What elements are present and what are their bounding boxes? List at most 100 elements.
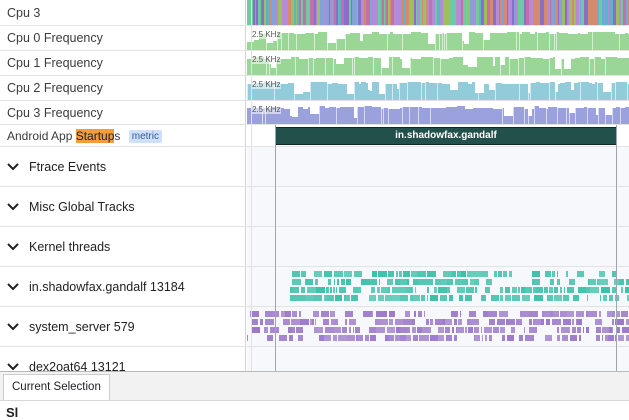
trace-slice: [568, 0, 569, 25]
trace-slice: [540, 83, 549, 100]
trace-slice: [530, 0, 533, 25]
startup-slice[interactable]: in.shadowfax.gandalf: [275, 127, 617, 145]
group-kernel-threads[interactable]: Kernel threads: [0, 227, 629, 267]
trace-slice: [428, 0, 429, 25]
trace-slice: [395, 279, 400, 285]
cpu3-slices[interactable]: [247, 0, 629, 25]
trace-slice: [413, 295, 420, 301]
trace-slice: [503, 271, 507, 277]
trace-slice: [396, 271, 398, 277]
trace-slice: [379, 279, 380, 285]
trace-slice: [388, 271, 394, 277]
metric-chip[interactable]: metric: [128, 129, 162, 143]
group-summary[interactable]: [247, 227, 629, 266]
trace-slice: [368, 90, 370, 100]
trace-slice: [416, 59, 419, 75]
group-process-system-server[interactable]: system_server 579: [0, 307, 629, 347]
startup-slices[interactable]: in.shadowfax.gandalf: [247, 125, 629, 146]
cpu2-frequency-chart[interactable]: 2.5 KHz: [247, 76, 629, 100]
chevron-down-icon[interactable]: [6, 162, 20, 172]
trace-slice: [262, 108, 265, 124]
cpu1-frequency-chart[interactable]: 2.5 KHz: [247, 51, 629, 75]
trace-slice: [449, 295, 453, 301]
trace-slice: [314, 327, 323, 333]
trace-slice: [580, 0, 581, 25]
trace-slice: [567, 287, 574, 293]
trace-slice: [359, 58, 368, 75]
trace-slice: [345, 34, 350, 50]
trace-slice: [281, 33, 288, 50]
track-title: Cpu 1 Frequency: [7, 56, 103, 70]
trace-slice: [426, 0, 427, 25]
trace-slice: [520, 0, 523, 25]
trace-slice: [314, 34, 315, 50]
trace-slice: [511, 327, 515, 333]
trace-slice: [500, 0, 501, 25]
group-misc-global-tracks[interactable]: Misc Global Tracks: [0, 187, 629, 227]
trace-slice: [560, 83, 565, 100]
track-panel[interactable]: Cpu 3 Cpu 0 Frequency 2.5 KHz Cpu 1 Freq…: [0, 0, 629, 371]
process-summary[interactable]: [247, 307, 629, 346]
trace-slice: [421, 83, 422, 100]
track-cpu0-frequency[interactable]: Cpu 0 Frequency 2.5 KHz: [0, 26, 629, 51]
trace-slice: [505, 57, 509, 75]
cpu3-frequency-chart[interactable]: 2.5 KHz: [247, 101, 629, 124]
trace-slice: [435, 319, 443, 325]
trace-slice: [416, 82, 421, 100]
chevron-down-icon[interactable]: [6, 242, 20, 252]
trace-slice: [462, 41, 463, 50]
trace-slice: [347, 94, 354, 100]
trace-slice: [602, 335, 603, 341]
trace-slice: [396, 327, 400, 333]
tab-current-selection[interactable]: Current Selection: [3, 374, 110, 400]
trace-slice: [626, 279, 629, 285]
trace-slice: [259, 57, 264, 75]
trace-slice: [296, 0, 297, 25]
track-cpu2-frequency[interactable]: Cpu 2 Frequency 2.5 KHz: [0, 76, 629, 101]
trace-slice: [429, 83, 437, 100]
chevron-down-icon[interactable]: [6, 322, 20, 332]
trace-slice: [512, 0, 514, 25]
track-cpu1-frequency[interactable]: Cpu 1 Frequency 2.5 KHz: [0, 51, 629, 76]
trace-slice: [385, 295, 392, 301]
trace-slice: [519, 335, 523, 341]
trace-slice: [476, 271, 481, 277]
track-cpu3[interactable]: Cpu 3: [0, 0, 629, 26]
trace-slice: [552, 271, 555, 277]
group-title: dex2oat64 13121: [29, 359, 126, 372]
trace-slice: [388, 287, 390, 293]
freq-scale-label: 2.5 KHz: [251, 30, 282, 39]
trace-slice: [288, 33, 289, 50]
process-summary[interactable]: [247, 267, 629, 306]
trace-slice: [266, 43, 267, 50]
chevron-down-icon[interactable]: [6, 362, 20, 372]
track-android-app-startups[interactable]: Android App Startups metric in.shadowfax…: [0, 125, 629, 147]
process-summary[interactable]: [247, 347, 629, 371]
group-title: in.shadowfax.gandalf 13184: [29, 279, 185, 294]
trace-slice: [574, 83, 578, 100]
trace-slice: [416, 0, 417, 25]
trace-slice: [403, 271, 410, 277]
trace-slice: [540, 58, 543, 75]
trace-slice: [481, 295, 486, 301]
group-process-gandalf[interactable]: in.shadowfax.gandalf 13184: [0, 267, 629, 307]
trace-slice: [525, 287, 532, 293]
cpu0-frequency-chart[interactable]: 2.5 KHz: [247, 26, 629, 50]
trace-slice: [481, 0, 484, 25]
group-process-dex2oat[interactable]: dex2oat64 13121: [0, 347, 629, 371]
trace-slice: [422, 0, 423, 25]
track-shell: Android App Startups metric: [0, 125, 246, 146]
group-summary[interactable]: [247, 147, 629, 186]
trace-slice: [522, 295, 530, 301]
trace-slice: [484, 84, 486, 100]
group-summary[interactable]: [247, 187, 629, 226]
trace-slice: [264, 0, 266, 25]
chevron-down-icon[interactable]: [6, 282, 20, 292]
trace-slice: [438, 108, 446, 124]
track-cpu3-frequency[interactable]: Cpu 3 Frequency 2.5 KHz: [0, 101, 629, 125]
trace-slice: [511, 0, 512, 25]
trace-slice: [265, 108, 266, 124]
trace-slice: [334, 271, 343, 277]
group-ftrace-events[interactable]: Ftrace Events: [0, 147, 629, 187]
chevron-down-icon[interactable]: [6, 202, 20, 212]
